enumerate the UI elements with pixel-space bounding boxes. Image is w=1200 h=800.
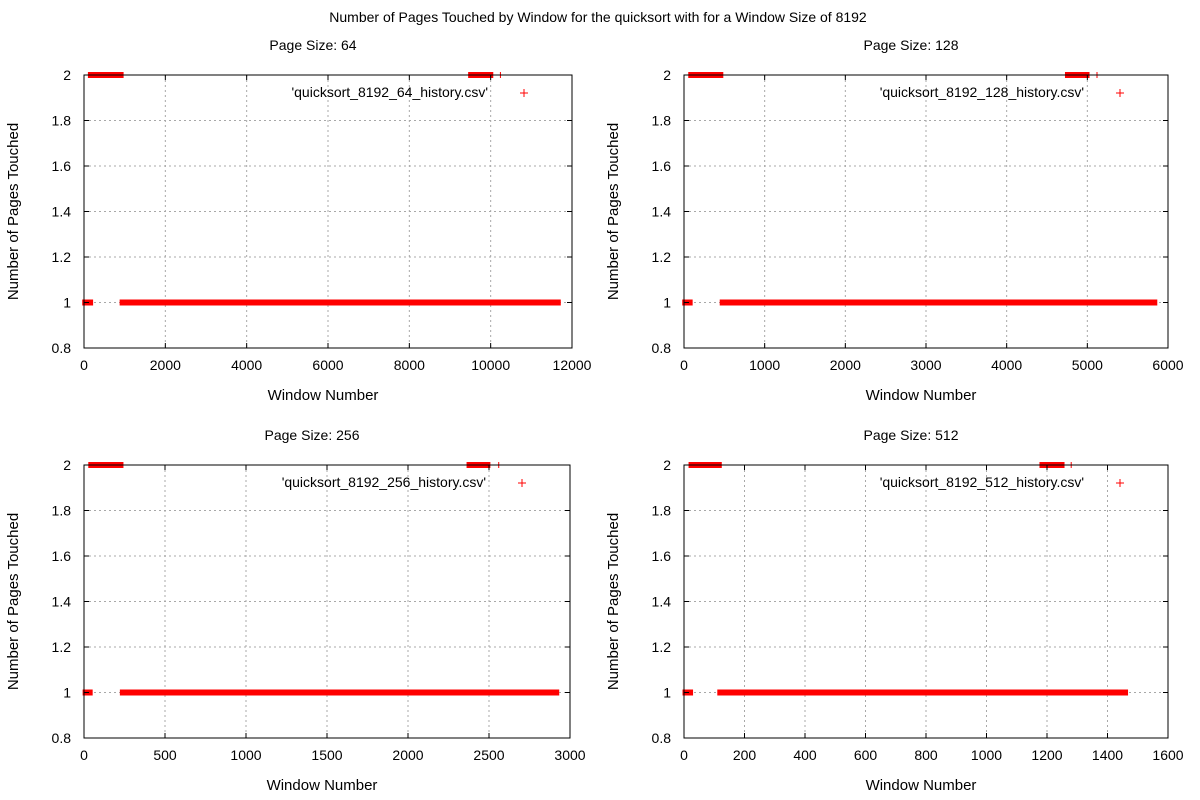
x-axis-label: Window Number (267, 777, 378, 794)
y-tick-label: 0.8 (52, 730, 72, 746)
subplot-page-size-256: 0 500 1000 1500 2000 2500 3000 0.8 1 1.2 1.4 1.6 1.8… (5, 427, 586, 794)
subplot-title: Page Size: 64 (269, 37, 356, 53)
y-tick-label: 1.8 (52, 113, 72, 129)
x-tick-label: 3000 (910, 357, 941, 373)
y-tick-label: 1.2 (652, 249, 672, 265)
y-axis-label: Number of Pages Touched (605, 123, 622, 300)
data-point-run (469, 299, 482, 306)
legend-marker (520, 89, 528, 97)
y-tick-label: 1.6 (652, 548, 672, 564)
subplot-title: Page Size: 256 (265, 427, 360, 443)
x-tick-label: 400 (793, 747, 817, 763)
y-axis-label: Number of Pages Touched (5, 123, 22, 300)
subplot-title: Page Size: 128 (864, 37, 959, 53)
data-point-run (477, 299, 489, 306)
data-point-run (1062, 689, 1129, 696)
y-tick-label: 1.6 (52, 158, 72, 174)
legend-marker (1116, 479, 1124, 487)
x-tick-label: 2500 (473, 747, 504, 763)
x-tick-label: 2000 (150, 357, 181, 373)
x-tick-label: 0 (680, 357, 688, 373)
x-tick-label: 0 (80, 747, 88, 763)
figure-title: Number of Pages Touched by Window for th… (329, 9, 867, 25)
x-tick-label: 12000 (553, 357, 592, 373)
y-tick-label: 2 (663, 67, 671, 83)
x-axis-label: Window Number (866, 777, 977, 794)
x-tick-label: 1500 (311, 747, 342, 763)
x-tick-label: 1000 (230, 747, 261, 763)
data-point-run (1084, 299, 1158, 306)
y-axis-label: Number of Pages Touched (5, 513, 22, 690)
legend-label: 'quicksort_8192_128_history.csv' (880, 84, 1084, 100)
y-axis-label: Number of Pages Touched (605, 513, 622, 690)
data-point-run (119, 299, 474, 306)
legend-label: 'quicksort_8192_64_history.csv' (291, 84, 488, 100)
legend-marker (518, 479, 526, 487)
y-tick-label: 1 (663, 685, 671, 701)
y-tick-label: 1.2 (652, 639, 672, 655)
subplot-page-size-128: 0 1000 2000 3000 4000 5000 6000 0.8 1 1.2 1.4 1.6 1.… (605, 37, 1184, 404)
data-point-run (719, 299, 1072, 306)
data-point-run (469, 689, 488, 696)
x-tick-label: 8000 (394, 357, 425, 373)
y-tick-label: 2 (63, 67, 71, 83)
y-tick-label: 1 (63, 685, 71, 701)
y-tick-label: 1.4 (652, 204, 672, 220)
x-tick-label: 200 (733, 747, 757, 763)
y-tick-label: 1.2 (52, 639, 72, 655)
y-tick-label: 1.4 (52, 204, 72, 220)
subplot-page-size-64: 0 2000 4000 6000 8000 10000 12000 0.8 1 1.2 1.4 1.6… (5, 37, 592, 404)
x-tick-label: 1600 (1152, 747, 1183, 763)
subplot-page-size-512: 0 200 400 600 800 1000 1200 1400 1600 0.8 1 1.2 1.4 1… (605, 427, 1184, 794)
data-point-run (119, 689, 473, 696)
legend-marker (1116, 89, 1124, 97)
data-point-run (487, 299, 561, 306)
x-axis-label: Window Number (268, 387, 379, 404)
y-tick-label: 2 (63, 457, 71, 473)
data-point-run (1044, 689, 1066, 696)
legend-label: 'quicksort_8192_256_history.csv' (282, 474, 486, 490)
y-tick-label: 1.6 (652, 158, 672, 174)
y-tick-label: 0.8 (652, 730, 672, 746)
x-tick-label: 6000 (1152, 357, 1183, 373)
x-tick-label: 6000 (312, 357, 343, 373)
x-tick-label: 0 (680, 747, 688, 763)
legend-label: 'quicksort_8192_512_history.csv' (880, 474, 1084, 490)
x-tick-label: 3000 (554, 747, 585, 763)
y-tick-label: 1.4 (652, 594, 672, 610)
y-tick-label: 0.8 (52, 340, 72, 356)
y-tick-label: 1.8 (652, 113, 672, 129)
x-axis-label: Window Number (866, 387, 977, 404)
y-tick-label: 2 (663, 457, 671, 473)
x-tick-label: 2000 (830, 357, 861, 373)
subplot-title: Page Size: 512 (864, 427, 959, 443)
y-tick-label: 1 (63, 295, 71, 311)
x-tick-label: 4000 (231, 357, 262, 373)
x-tick-label: 5000 (1072, 357, 1103, 373)
x-tick-label: 1000 (971, 747, 1002, 763)
y-tick-label: 1 (663, 295, 671, 311)
x-tick-label: 4000 (991, 357, 1022, 373)
y-tick-label: 1.4 (52, 594, 72, 610)
y-tick-label: 1.8 (52, 503, 72, 519)
x-tick-label: 500 (153, 747, 177, 763)
x-tick-label: 800 (914, 747, 938, 763)
data-point-run (1068, 299, 1087, 306)
x-tick-label: 1400 (1092, 747, 1123, 763)
x-tick-label: 2000 (392, 747, 423, 763)
x-tick-label: 1200 (1031, 747, 1062, 763)
x-tick-label: 600 (854, 747, 878, 763)
data-point-run (486, 689, 560, 696)
y-tick-label: 1.6 (52, 548, 72, 564)
data-point-run (717, 689, 1047, 696)
x-tick-label: 10000 (471, 357, 510, 373)
y-tick-label: 1.8 (652, 503, 672, 519)
y-tick-label: 1.2 (52, 249, 72, 265)
y-tick-label: 0.8 (652, 340, 672, 356)
x-tick-label: 0 (80, 357, 88, 373)
x-tick-label: 1000 (749, 357, 780, 373)
